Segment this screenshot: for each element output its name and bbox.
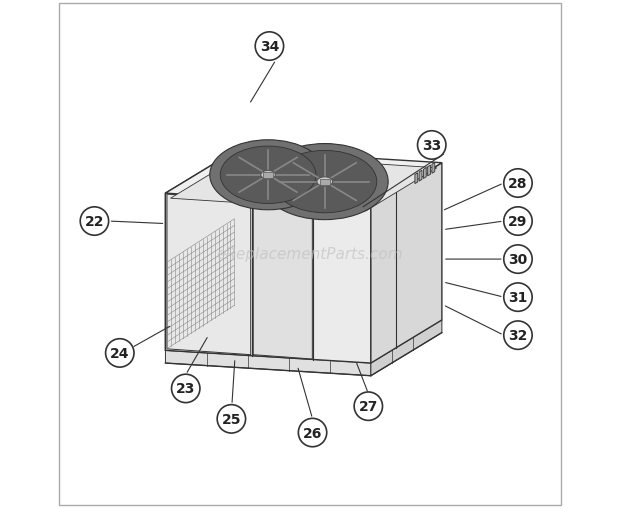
Polygon shape [166, 151, 442, 207]
Text: 23: 23 [176, 382, 195, 395]
Ellipse shape [220, 147, 316, 204]
Text: 28: 28 [508, 177, 528, 190]
Text: 26: 26 [303, 426, 322, 440]
Polygon shape [428, 166, 430, 177]
Text: 32: 32 [508, 328, 528, 343]
Circle shape [504, 245, 532, 274]
Text: 25: 25 [221, 412, 241, 426]
Circle shape [80, 208, 108, 236]
Polygon shape [423, 168, 427, 179]
Ellipse shape [273, 151, 377, 213]
Polygon shape [167, 219, 234, 349]
Polygon shape [253, 200, 312, 359]
Text: 34: 34 [260, 40, 279, 54]
Text: 22: 22 [85, 215, 104, 229]
Text: 24: 24 [110, 346, 130, 360]
Polygon shape [170, 156, 437, 211]
Circle shape [255, 33, 283, 61]
Polygon shape [371, 163, 442, 363]
Circle shape [298, 418, 327, 447]
Text: 29: 29 [508, 215, 528, 229]
Text: 27: 27 [358, 400, 378, 413]
Polygon shape [419, 171, 422, 182]
Polygon shape [166, 151, 236, 351]
Ellipse shape [261, 171, 275, 180]
Circle shape [504, 208, 532, 236]
Circle shape [354, 392, 383, 420]
Circle shape [417, 131, 446, 160]
Circle shape [217, 405, 246, 433]
Ellipse shape [317, 178, 333, 187]
Text: 33: 33 [422, 138, 441, 153]
Polygon shape [166, 194, 371, 363]
Ellipse shape [262, 144, 388, 220]
Circle shape [172, 375, 200, 403]
Circle shape [504, 169, 532, 198]
Text: eReplacementParts.com: eReplacementParts.com [216, 247, 404, 262]
Circle shape [504, 321, 532, 350]
Ellipse shape [210, 140, 327, 210]
Polygon shape [320, 179, 330, 185]
Circle shape [105, 339, 134, 367]
Polygon shape [371, 320, 442, 376]
Polygon shape [264, 173, 273, 178]
Polygon shape [167, 195, 250, 355]
Polygon shape [415, 174, 418, 184]
Text: 30: 30 [508, 252, 528, 267]
Text: 31: 31 [508, 291, 528, 304]
Polygon shape [432, 163, 435, 174]
Circle shape [504, 284, 532, 312]
Polygon shape [166, 351, 371, 376]
